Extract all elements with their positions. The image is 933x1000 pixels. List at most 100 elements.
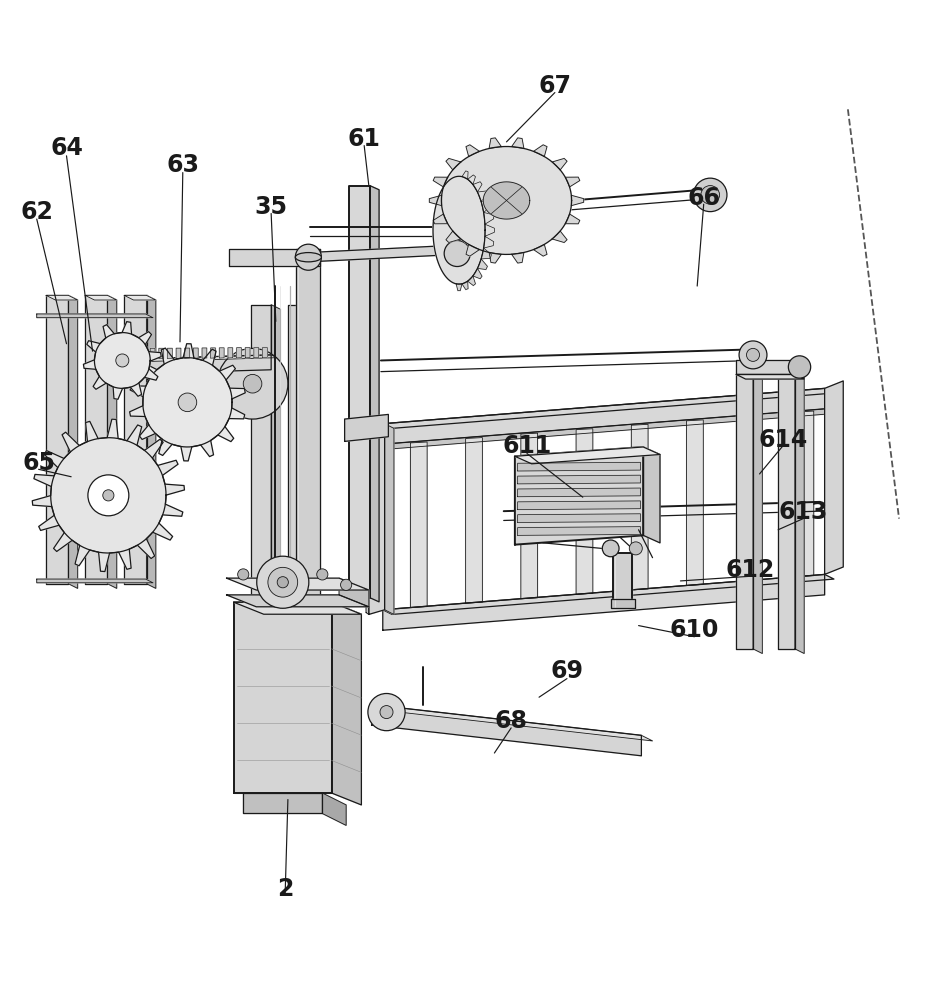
- Polygon shape: [130, 344, 245, 461]
- Polygon shape: [467, 276, 476, 286]
- Polygon shape: [168, 348, 173, 358]
- Polygon shape: [371, 705, 641, 756]
- Text: 61: 61: [348, 127, 381, 151]
- Polygon shape: [227, 578, 369, 590]
- Polygon shape: [85, 295, 107, 584]
- Polygon shape: [485, 224, 494, 236]
- Polygon shape: [383, 409, 834, 449]
- Polygon shape: [202, 348, 207, 358]
- Polygon shape: [234, 602, 331, 793]
- Polygon shape: [339, 578, 369, 607]
- Circle shape: [257, 556, 309, 608]
- Text: 69: 69: [550, 659, 583, 683]
- Polygon shape: [614, 553, 632, 607]
- Polygon shape: [230, 249, 320, 266]
- Text: 614: 614: [759, 428, 807, 452]
- Polygon shape: [489, 252, 501, 263]
- Circle shape: [116, 354, 129, 367]
- Polygon shape: [193, 348, 198, 358]
- Polygon shape: [211, 348, 216, 358]
- Circle shape: [178, 393, 197, 412]
- Polygon shape: [234, 602, 361, 614]
- Polygon shape: [146, 355, 277, 361]
- Polygon shape: [107, 295, 117, 588]
- Polygon shape: [466, 438, 482, 603]
- Polygon shape: [462, 281, 468, 290]
- Polygon shape: [518, 514, 640, 522]
- Polygon shape: [552, 231, 567, 243]
- Polygon shape: [518, 488, 640, 497]
- Polygon shape: [489, 138, 501, 148]
- Polygon shape: [383, 388, 834, 428]
- Polygon shape: [429, 195, 441, 206]
- Polygon shape: [219, 348, 224, 358]
- Polygon shape: [46, 295, 77, 300]
- Polygon shape: [441, 147, 572, 254]
- Polygon shape: [46, 295, 68, 584]
- Circle shape: [746, 348, 759, 361]
- Circle shape: [701, 186, 719, 204]
- Polygon shape: [331, 602, 361, 805]
- Polygon shape: [795, 374, 804, 653]
- Circle shape: [103, 490, 114, 501]
- Circle shape: [603, 540, 620, 557]
- Circle shape: [238, 569, 249, 580]
- Polygon shape: [742, 415, 759, 581]
- Polygon shape: [736, 374, 804, 379]
- Polygon shape: [245, 348, 250, 358]
- Polygon shape: [228, 348, 232, 358]
- Circle shape: [693, 178, 727, 212]
- Polygon shape: [736, 360, 795, 374]
- Polygon shape: [344, 414, 388, 441]
- Polygon shape: [433, 177, 448, 187]
- Polygon shape: [478, 259, 487, 270]
- Polygon shape: [483, 182, 530, 219]
- Polygon shape: [611, 599, 634, 608]
- Polygon shape: [778, 374, 795, 649]
- Text: 611: 611: [502, 434, 551, 458]
- Text: 65: 65: [22, 451, 55, 475]
- Polygon shape: [446, 158, 461, 170]
- Ellipse shape: [296, 253, 321, 262]
- Polygon shape: [571, 195, 584, 206]
- Polygon shape: [309, 305, 317, 798]
- Polygon shape: [467, 175, 476, 185]
- Polygon shape: [244, 793, 322, 813]
- Polygon shape: [446, 231, 461, 243]
- Polygon shape: [309, 245, 457, 262]
- Polygon shape: [456, 284, 462, 291]
- Circle shape: [788, 356, 811, 378]
- Polygon shape: [146, 355, 272, 373]
- Polygon shape: [795, 360, 804, 379]
- Text: 64: 64: [50, 136, 83, 160]
- Polygon shape: [518, 501, 640, 510]
- Polygon shape: [518, 475, 640, 484]
- Polygon shape: [36, 314, 153, 318]
- Polygon shape: [185, 348, 189, 358]
- Text: 613: 613: [778, 500, 828, 524]
- Polygon shape: [483, 212, 494, 224]
- Polygon shape: [481, 202, 492, 212]
- Text: 68: 68: [494, 709, 528, 733]
- Polygon shape: [383, 574, 825, 630]
- Text: 67: 67: [538, 74, 571, 98]
- Polygon shape: [534, 244, 547, 256]
- Polygon shape: [68, 295, 77, 588]
- Polygon shape: [94, 333, 150, 388]
- Text: 610: 610: [670, 618, 719, 642]
- Polygon shape: [272, 305, 281, 798]
- Polygon shape: [441, 147, 572, 254]
- Polygon shape: [369, 186, 379, 602]
- Polygon shape: [643, 447, 660, 543]
- Polygon shape: [227, 595, 369, 607]
- Polygon shape: [518, 462, 640, 471]
- Polygon shape: [371, 705, 652, 741]
- Polygon shape: [534, 145, 547, 157]
- Polygon shape: [433, 176, 485, 284]
- Circle shape: [316, 569, 327, 580]
- Circle shape: [444, 240, 470, 267]
- Polygon shape: [481, 248, 492, 259]
- Polygon shape: [85, 295, 117, 300]
- Circle shape: [341, 579, 352, 590]
- Polygon shape: [143, 358, 232, 447]
